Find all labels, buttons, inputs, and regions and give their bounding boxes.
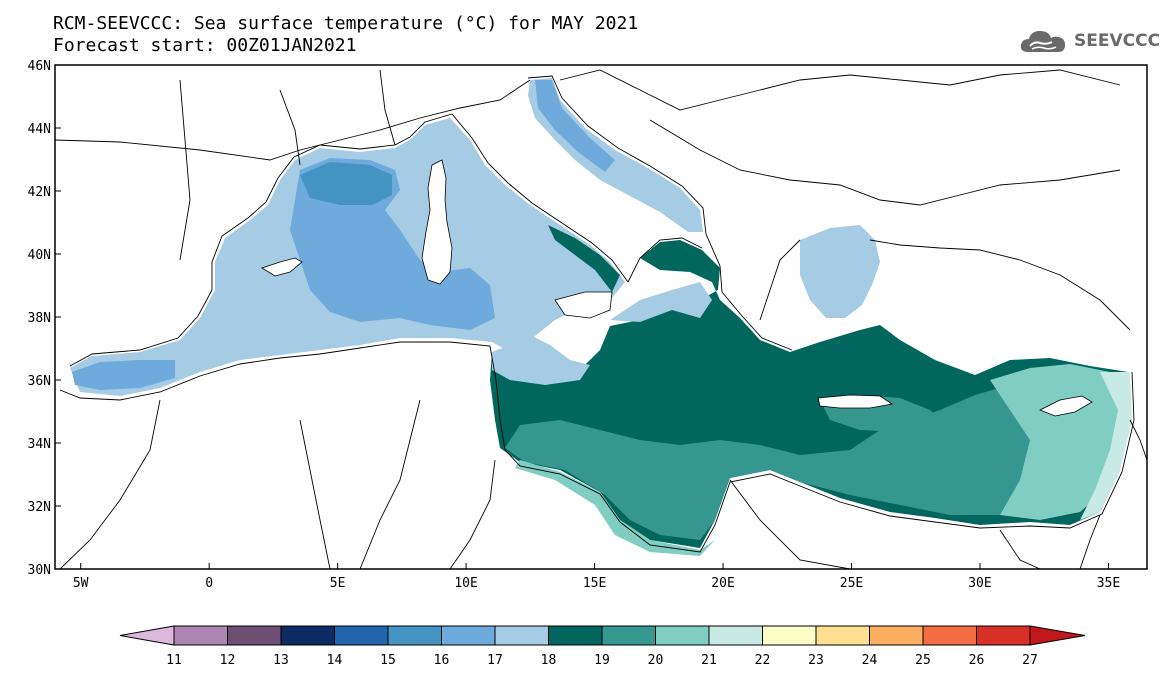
- lat-label: 44N: [28, 122, 51, 137]
- colorbar-label: 24: [862, 653, 878, 668]
- colorbar-box: [387, 625, 442, 646]
- colorbar-box: [655, 625, 710, 646]
- island-cyprus: [1039, 395, 1093, 417]
- colorbar-box: [762, 625, 817, 646]
- sea-adriatic-north: [535, 80, 615, 172]
- colorbar-label: 25: [915, 653, 931, 668]
- sea-levantine-warm: [990, 364, 1125, 520]
- colorbar: 11 12 13 14 15 16 17 18 19 20 21 22 23 24 25 26 27: [119, 625, 1086, 668]
- colorbar-label: 19: [594, 653, 610, 668]
- lon-label: 5E: [330, 576, 346, 591]
- forecast-start-label: Forecast start: 00Z01JAN2021: [53, 35, 357, 56]
- logo-text: SEEVCCC: [1074, 31, 1161, 51]
- lon-label: 15E: [583, 576, 606, 591]
- colorbar-label: 21: [701, 653, 717, 668]
- lat-label: 42N: [28, 185, 51, 200]
- colorbar-box: [708, 625, 763, 646]
- sea-aegean: [800, 225, 880, 318]
- colorbar-box: [548, 625, 603, 646]
- map-area: [55, 65, 1147, 569]
- colorbar-box: [441, 625, 496, 646]
- lat-label: 40N: [28, 248, 51, 263]
- lat-label: 30N: [28, 563, 51, 578]
- sea-tunisia-light: [492, 335, 590, 385]
- lat-label: 36N: [28, 374, 51, 389]
- colorbar-label: 11: [166, 653, 182, 668]
- longitude-labels: 5W 0 5E 10E 15E 20E 25E 30E 35E: [73, 563, 1120, 591]
- lat-label: 38N: [28, 311, 51, 326]
- seevccc-logo: SEEVCCC: [1018, 26, 1160, 56]
- island-balearic: [261, 257, 303, 277]
- colorbar-label: 17: [487, 653, 503, 668]
- colorbar-box: [601, 625, 656, 646]
- lon-label: 30E: [968, 576, 991, 591]
- sea-ionian-light: [610, 282, 712, 322]
- lon-label: 25E: [840, 576, 863, 591]
- colorbar-label: 15: [380, 653, 396, 668]
- lon-label: 35E: [1097, 576, 1120, 591]
- lat-label: 34N: [28, 437, 51, 452]
- island-sicily: [554, 291, 613, 319]
- island-corsica-sardinia: [421, 159, 453, 285]
- sea-tyrrhenian-coast: [548, 225, 620, 292]
- colorbar-high-extend: [1029, 625, 1086, 646]
- colorbar-label: 26: [969, 653, 985, 668]
- cloud-icon: [1020, 31, 1065, 52]
- colorbar-label: 18: [541, 653, 557, 668]
- colorbar-label: 14: [327, 653, 343, 668]
- colorbar-label: 16: [434, 653, 450, 668]
- colorbar-label: 27: [1022, 653, 1038, 668]
- colorbar-box: [227, 625, 282, 646]
- colorbar-label: 13: [273, 653, 289, 668]
- colorbar-label: 23: [808, 653, 824, 668]
- colorbar-box: [976, 625, 1031, 646]
- sea-levantine-coast: [1080, 372, 1132, 520]
- sea-gulf-of-lion-deep: [300, 162, 392, 205]
- lat-label: 32N: [28, 500, 51, 515]
- island-crete: [817, 394, 894, 409]
- colorbar-label: 22: [755, 653, 771, 668]
- colorbar-box: [173, 625, 228, 646]
- colorbar-box: [922, 625, 977, 646]
- latitude-labels: 46N 44N 42N 40N 38N 36N 34N 32N 30N: [28, 59, 61, 578]
- sea-libya-coast: [515, 460, 715, 556]
- lon-label: 20E: [711, 576, 734, 591]
- sea-adriatic: [528, 78, 703, 232]
- colorbar-label: 12: [220, 653, 236, 668]
- colorbar-label: 20: [648, 653, 664, 668]
- colorbar-box: [494, 625, 549, 646]
- colorbar-box: [869, 625, 924, 646]
- colorbar-box: [334, 625, 389, 646]
- lat-label: 46N: [28, 59, 51, 74]
- lon-label: 5W: [73, 576, 89, 591]
- lon-label: 0: [205, 576, 213, 591]
- coastlines: [55, 69, 1147, 569]
- colorbar-box: [280, 625, 335, 646]
- colorbar-low-extend: [119, 625, 175, 646]
- map-title: RCM-SEEVCCC: Sea surface temperature (°C…: [53, 13, 639, 34]
- sea-alboran: [72, 360, 175, 390]
- colorbar-box: [815, 625, 870, 646]
- lon-label: 10E: [454, 576, 477, 591]
